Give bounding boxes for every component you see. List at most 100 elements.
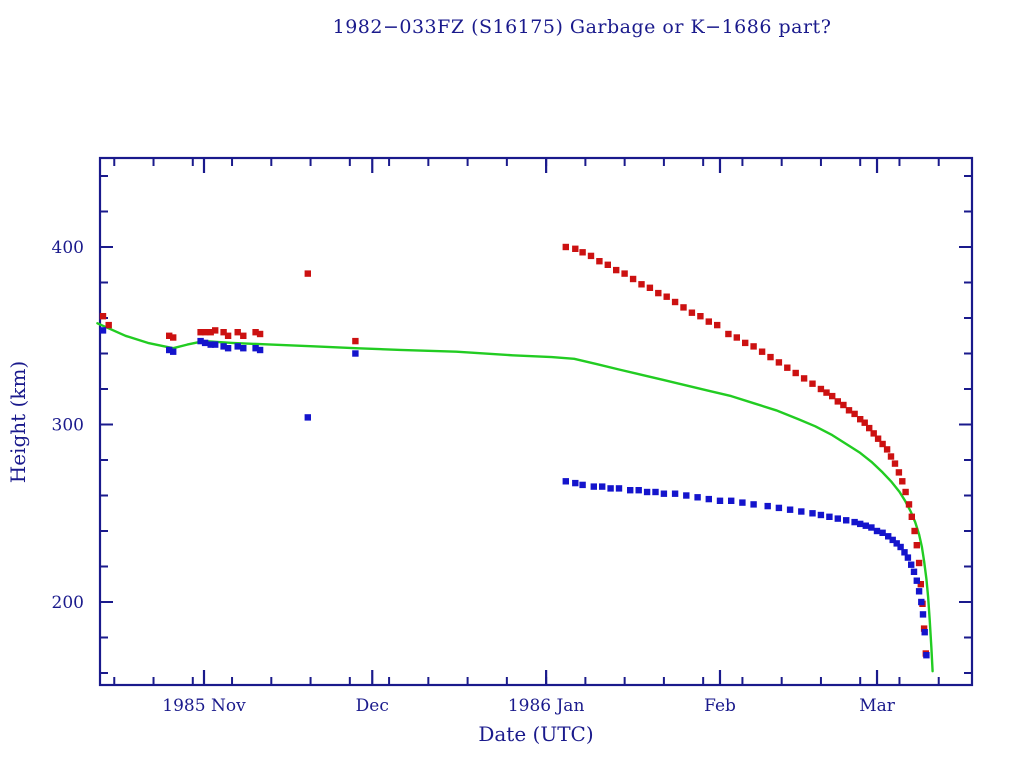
data-point — [904, 554, 912, 561]
data-point — [798, 508, 805, 515]
data-point — [671, 490, 679, 497]
data-point — [728, 497, 735, 504]
data-point — [823, 389, 830, 396]
x-axis-ticks — [113, 158, 940, 685]
data-point — [197, 337, 204, 345]
y-axis-ticks — [100, 175, 972, 674]
data-point — [607, 485, 614, 492]
data-point — [220, 329, 227, 336]
data-point — [234, 329, 241, 336]
data-point — [170, 348, 177, 355]
data-point — [792, 369, 799, 377]
data-point — [590, 483, 597, 490]
data-point — [166, 332, 173, 339]
data-point — [646, 284, 654, 291]
data-point — [256, 346, 264, 354]
data-point — [739, 499, 746, 506]
data-point — [917, 581, 924, 588]
data-point — [750, 343, 757, 350]
data-point — [256, 330, 264, 338]
data-point — [733, 334, 740, 341]
data-point — [207, 341, 214, 348]
data-point — [758, 348, 766, 355]
chart-title-text: 1982−033FZ (S16175) Garbage or K−1686 pa… — [332, 16, 832, 38]
data-point — [99, 313, 107, 320]
model-curve — [96, 322, 934, 673]
data-point — [705, 318, 712, 325]
data-point — [714, 321, 721, 329]
data-point — [599, 483, 606, 490]
data-point — [862, 522, 869, 529]
data-point — [694, 494, 701, 501]
data-point — [901, 549, 908, 556]
data-point — [562, 243, 569, 251]
data-point — [252, 329, 259, 336]
data-point — [920, 625, 928, 632]
data-point — [915, 588, 923, 595]
data-point — [671, 298, 679, 306]
data-point — [887, 453, 895, 460]
data-point — [224, 332, 232, 339]
data-point — [845, 407, 853, 414]
data-point — [883, 446, 891, 453]
data-point — [879, 529, 886, 536]
data-point — [212, 327, 219, 334]
data-point — [868, 524, 875, 531]
data-point — [105, 321, 112, 329]
data-point — [234, 343, 241, 350]
x-tick-label: Dec — [356, 696, 389, 716]
data-point — [786, 506, 794, 513]
data-point — [212, 341, 219, 348]
data-point — [921, 629, 928, 636]
x-axis-tick-labels: 1985 Nov Dec 1986 Jan Feb Mar — [162, 696, 895, 716]
data-point — [643, 488, 651, 496]
data-point — [615, 485, 623, 492]
data-point — [784, 364, 791, 371]
data-point — [893, 540, 900, 547]
series-apogee-points — [99, 243, 929, 657]
data-point — [579, 249, 586, 256]
data-point — [826, 513, 833, 520]
data-point — [613, 266, 620, 274]
data-point — [902, 488, 909, 496]
data-point — [889, 536, 896, 544]
data-point — [220, 343, 227, 350]
x-tick-label: Feb — [704, 696, 736, 716]
data-point — [809, 510, 816, 517]
data-point — [834, 515, 841, 522]
data-point — [809, 380, 816, 387]
data-point — [629, 275, 637, 283]
x-axis-label: Date (UTC) — [478, 722, 593, 746]
data-point — [857, 520, 864, 528]
series-perigee-points — [99, 327, 930, 659]
data-point — [197, 329, 204, 336]
data-point — [915, 559, 923, 567]
data-point — [224, 345, 232, 352]
data-point — [352, 337, 359, 345]
data-point — [683, 492, 690, 499]
data-point — [918, 598, 925, 606]
data-point — [897, 543, 904, 551]
data-point — [873, 527, 881, 535]
data-point — [579, 481, 586, 489]
data-point — [680, 304, 687, 311]
data-point — [767, 353, 774, 361]
data-point — [99, 327, 107, 334]
x-tick-label: 1986 Jan — [508, 696, 585, 716]
data-point — [879, 440, 886, 448]
data-point — [913, 542, 920, 549]
data-point — [857, 416, 864, 423]
data-point — [705, 495, 712, 503]
data-point — [304, 414, 311, 421]
data-point — [663, 293, 670, 300]
data-point — [775, 359, 783, 366]
data-point — [240, 345, 247, 352]
data-point — [840, 401, 847, 409]
data-point — [252, 345, 259, 352]
data-point — [885, 533, 892, 540]
plot-frame — [98, 156, 974, 687]
data-point — [843, 517, 850, 524]
data-point — [861, 419, 868, 426]
